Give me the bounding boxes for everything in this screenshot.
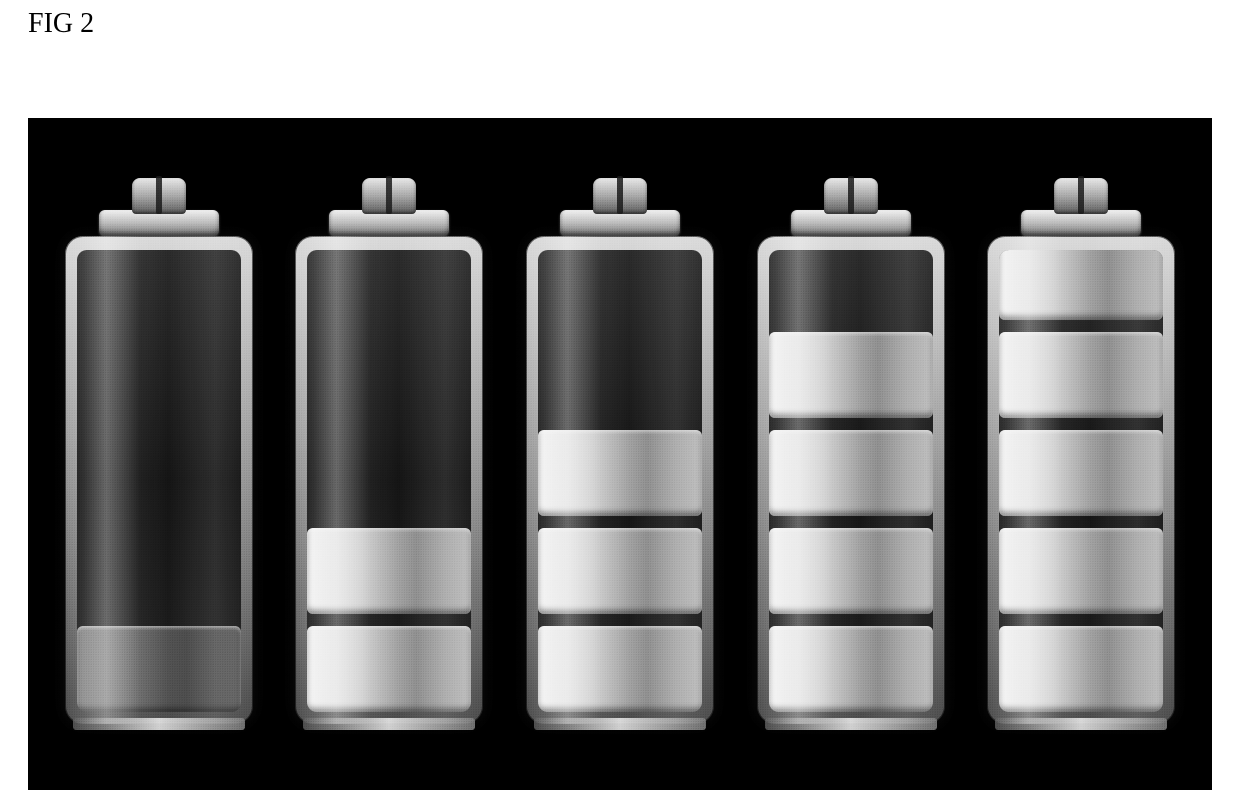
battery-terminal-slit [386,176,392,214]
battery-b5 [981,174,1181,734]
battery-cavity [77,250,241,712]
battery-cell [538,528,702,614]
battery-cell [769,528,933,614]
battery-cavity [538,250,702,712]
battery-cells [999,250,1163,712]
battery-row [28,118,1212,790]
battery-b4 [751,174,951,734]
battery-cell [769,430,933,516]
battery-terminal-slit [1078,176,1084,214]
battery-cell [999,528,1163,614]
battery-cavity [999,250,1163,712]
battery-cavity [307,250,471,712]
battery-terminal-slit [848,176,854,214]
battery-cells [307,528,471,712]
battery-cell [307,528,471,614]
page: FIG 2 [0,0,1240,807]
figure-label: FIG 2 [28,8,94,40]
battery-base-strip [73,718,245,730]
battery-cell [999,626,1163,712]
battery-cell [999,250,1163,320]
battery-cell [538,430,702,516]
battery-terminal-slit [156,176,162,214]
battery-cells [77,626,241,712]
battery-terminal-slit [617,176,623,214]
battery-base-strip [995,718,1167,730]
battery-cell [307,626,471,712]
battery-cell [769,332,933,418]
illustration-panel [28,118,1212,790]
battery-cell [77,626,241,712]
battery-cell [999,430,1163,516]
battery-cell [538,626,702,712]
battery-b2 [289,174,489,734]
battery-b1 [59,174,259,734]
battery-base-strip [534,718,706,730]
battery-b3 [520,174,720,734]
battery-cells [538,430,702,712]
battery-base-strip [303,718,475,730]
battery-cell [769,626,933,712]
battery-base-strip [765,718,937,730]
battery-cells [769,332,933,712]
battery-cell [999,332,1163,418]
battery-cavity [769,250,933,712]
